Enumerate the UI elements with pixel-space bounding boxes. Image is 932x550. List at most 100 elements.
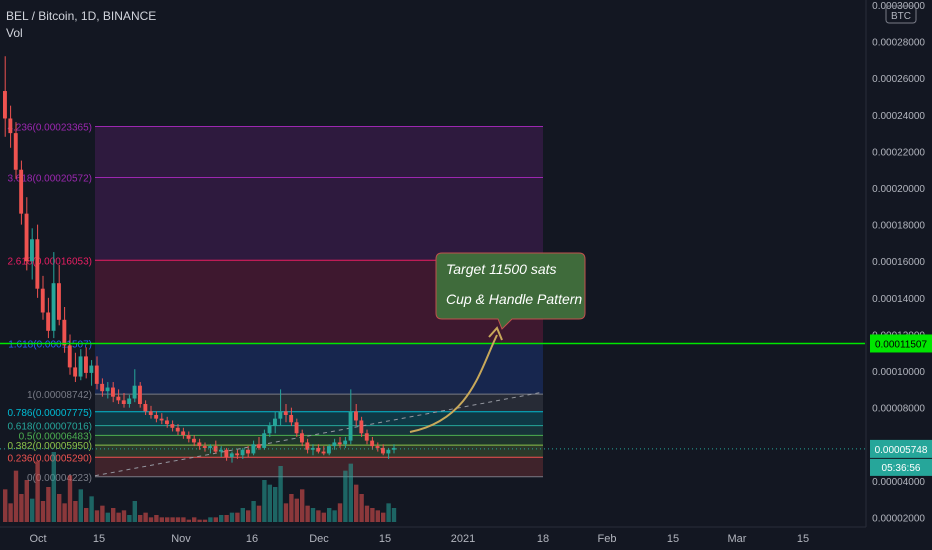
candle [192,438,196,443]
volume-bar [192,517,197,522]
arrow-head-icon [488,326,503,341]
volume-bar [197,519,202,522]
candle [316,447,321,452]
fib-level-label: 0(0.00004223) [27,473,92,484]
candle [359,420,364,434]
volume-bar [208,517,213,522]
volume-bar [116,512,121,522]
volume-bar [267,484,272,522]
x-tick-label: 2021 [451,533,475,545]
candle [186,435,191,439]
candle [121,400,126,405]
volume-bar [213,517,218,522]
volume-bar [40,501,46,522]
callout-bubble [435,252,586,330]
fib-zone [95,411,543,426]
volume-bar [67,475,73,522]
target-price-label: 0.00011507 [875,339,928,350]
volume-label: Vol [6,26,23,40]
volume-bar [294,498,299,522]
volume-bar [316,510,321,522]
volume-bar [240,508,245,522]
volume-bar [375,510,380,522]
volume-bar [278,466,283,522]
fib-zone [95,343,543,395]
candle [19,169,24,214]
candle [278,411,283,419]
volume-bar [111,508,116,522]
fib-level-label: 0.5(0.00006483) [19,431,92,442]
volume-bar [57,494,62,522]
y-tick-label: 0.00002000 [872,513,925,524]
fib-zone [95,435,543,446]
candle [208,446,213,448]
volume-bar [273,487,278,522]
volume-bar [370,508,375,522]
candle [294,422,299,434]
candle [348,411,353,441]
x-tick-label: 15 [667,533,679,545]
candle [35,239,40,289]
y-tick-label: 0.00004000 [872,477,925,488]
callout-box: Target 11500 sats Cup & Handle Pattern [435,252,586,330]
volume-bar [105,512,110,522]
candle [30,239,34,262]
volume-bar [121,510,127,522]
x-tick-label: 15 [797,533,809,545]
volume-bar [46,487,51,522]
volume-bar [224,515,229,522]
candle [148,411,153,415]
volume-bar [73,501,78,522]
candle [256,444,261,448]
fib-level-label: 1.618(0.00011507) [8,339,92,350]
fib-level-label: 0.236(0.00005290) [7,453,92,464]
y-tick-label: 0.00022000 [872,147,925,158]
candle [181,431,186,436]
y-tick-label: 0.00010000 [872,367,925,378]
volume-bar [381,512,386,522]
volume-bar [343,470,348,522]
candle [197,442,202,447]
volume-bar [159,517,164,522]
volume-bar [181,517,186,522]
volume-bar [154,515,159,522]
fib-level-label: 3.618(0.00020572) [7,174,92,185]
candle [127,398,132,405]
candle [386,449,391,454]
candle [213,446,218,452]
fib-level-label: 1(0.00008742) [27,390,92,401]
x-tick-label: 15 [93,533,105,545]
countdown-tag [870,458,932,476]
x-tick-label: 18 [537,533,549,545]
currency-badge-label: BTC [891,11,911,22]
price-axis-panel [866,0,932,550]
trend-line [94,391,544,477]
candle [111,387,115,397]
volume-bar [305,505,310,522]
fib-level-label: 4.236(0.00023365) [7,122,92,133]
current-price-label: 0.00005748 [875,445,928,456]
volume-bar [289,494,294,522]
volume-bar [89,496,94,522]
y-tick-label: 0.00014000 [872,294,925,305]
target-price-tag [870,334,932,353]
volume-bar [51,452,56,522]
x-tick-label: 16 [246,533,258,545]
volume-bar [359,494,364,522]
candle [305,442,310,450]
volume-bar [219,515,224,522]
volume-bar [256,505,262,522]
candle [165,420,169,425]
candle [13,133,18,170]
candle [116,396,121,401]
x-tick-label: Feb [598,533,617,545]
volume-bar [283,503,289,522]
candle [262,433,267,448]
fib-zone [95,394,543,412]
candle [235,453,240,456]
volume-bar [132,501,137,522]
fib-zone [95,457,543,477]
candle [229,453,234,458]
candle [40,288,45,313]
